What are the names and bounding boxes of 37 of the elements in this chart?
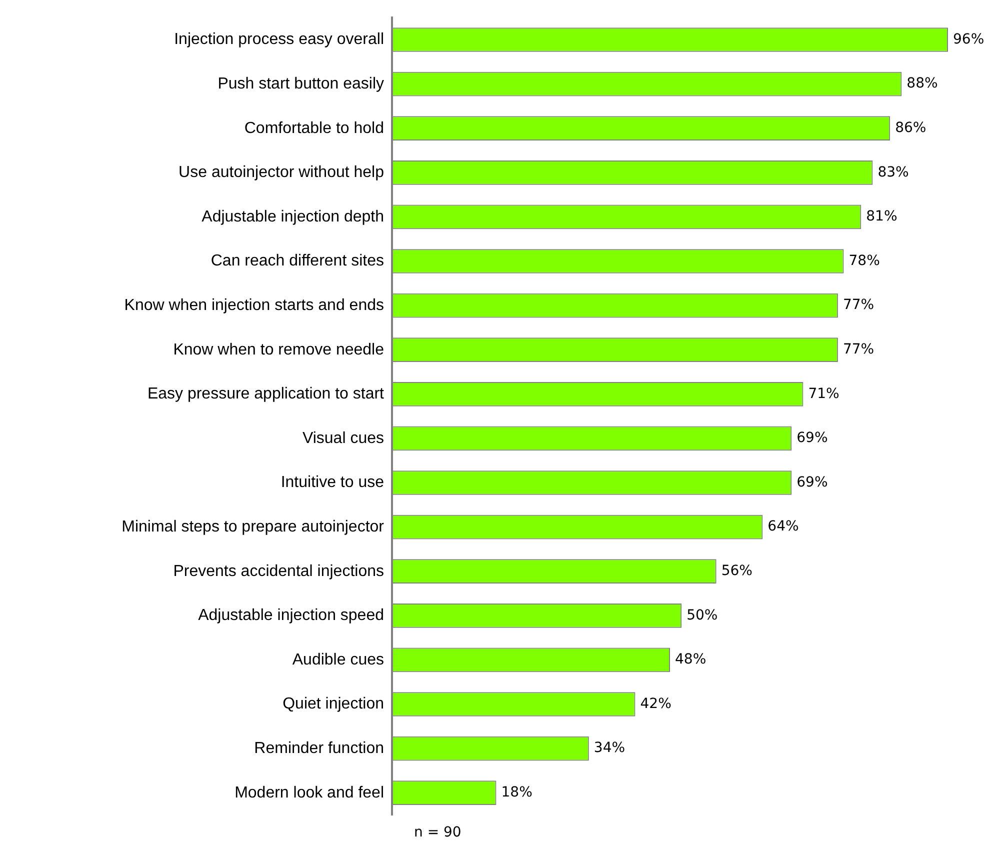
data-label: 88% [906, 76, 938, 92]
data-label: 64% [768, 518, 799, 535]
y-tick-label: Adjustable injection speed [198, 607, 384, 624]
data-label: 81% [866, 208, 898, 225]
y-tick-label: Injection process easy overall [174, 31, 384, 48]
y-tick-label: Audible cues [292, 651, 384, 668]
y-tick-label: Push start button easily [218, 75, 384, 92]
y-tick-label: Prevents accidental injections [173, 562, 384, 580]
y-tick-label: Know when to remove needle [173, 341, 384, 358]
data-label: 83% [878, 164, 909, 180]
data-label: 77% [842, 341, 874, 358]
y-tick-label: Minimal steps to prepare autoinjector [122, 518, 385, 536]
y-tick-label: Intuitive to use [280, 474, 384, 492]
y-tick-label: Reminder function [254, 740, 384, 757]
data-label: 42% [640, 696, 672, 712]
data-label: 56% [721, 562, 752, 579]
data-label: 86% [895, 120, 926, 136]
data-label: 69% [796, 430, 828, 446]
data-label: 50% [686, 607, 718, 624]
data-label: 34% [594, 740, 626, 756]
y-tick-label: Can reach different sites [210, 252, 384, 270]
y-tick-label: Use autoinjector without help [178, 164, 384, 182]
y-tick-label: Visual cues [302, 430, 384, 447]
data-label: 96% [953, 31, 984, 48]
data-label: 77% [842, 297, 874, 314]
y-tick-label: Adjustable injection depth [202, 208, 384, 226]
y-tick-label: Know when injection starts and ends [124, 296, 384, 314]
y-tick-label: Quiet injection [282, 696, 384, 713]
text: n = 90 [414, 824, 462, 841]
data-label: 48% [675, 652, 706, 668]
data-label: 69% [796, 474, 828, 490]
y-tick-label: Comfortable to hold [244, 120, 384, 137]
data-label: 78% [848, 252, 880, 269]
data-label: 18% [501, 784, 532, 800]
data-label: 71% [808, 386, 840, 402]
y-tick-label: Modern look and feel [234, 784, 384, 802]
y-tick-label: Easy pressure application to start [147, 386, 385, 403]
